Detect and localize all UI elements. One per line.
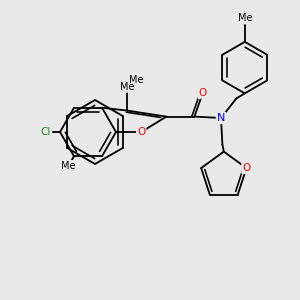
Text: O: O — [242, 163, 250, 173]
Text: Me: Me — [129, 75, 144, 85]
Text: Me: Me — [120, 82, 134, 92]
Text: O: O — [199, 88, 207, 98]
Text: Me: Me — [61, 161, 76, 171]
Text: N: N — [217, 113, 225, 123]
Text: O: O — [137, 127, 145, 137]
Text: Cl: Cl — [41, 127, 51, 137]
Text: Me: Me — [238, 13, 252, 23]
